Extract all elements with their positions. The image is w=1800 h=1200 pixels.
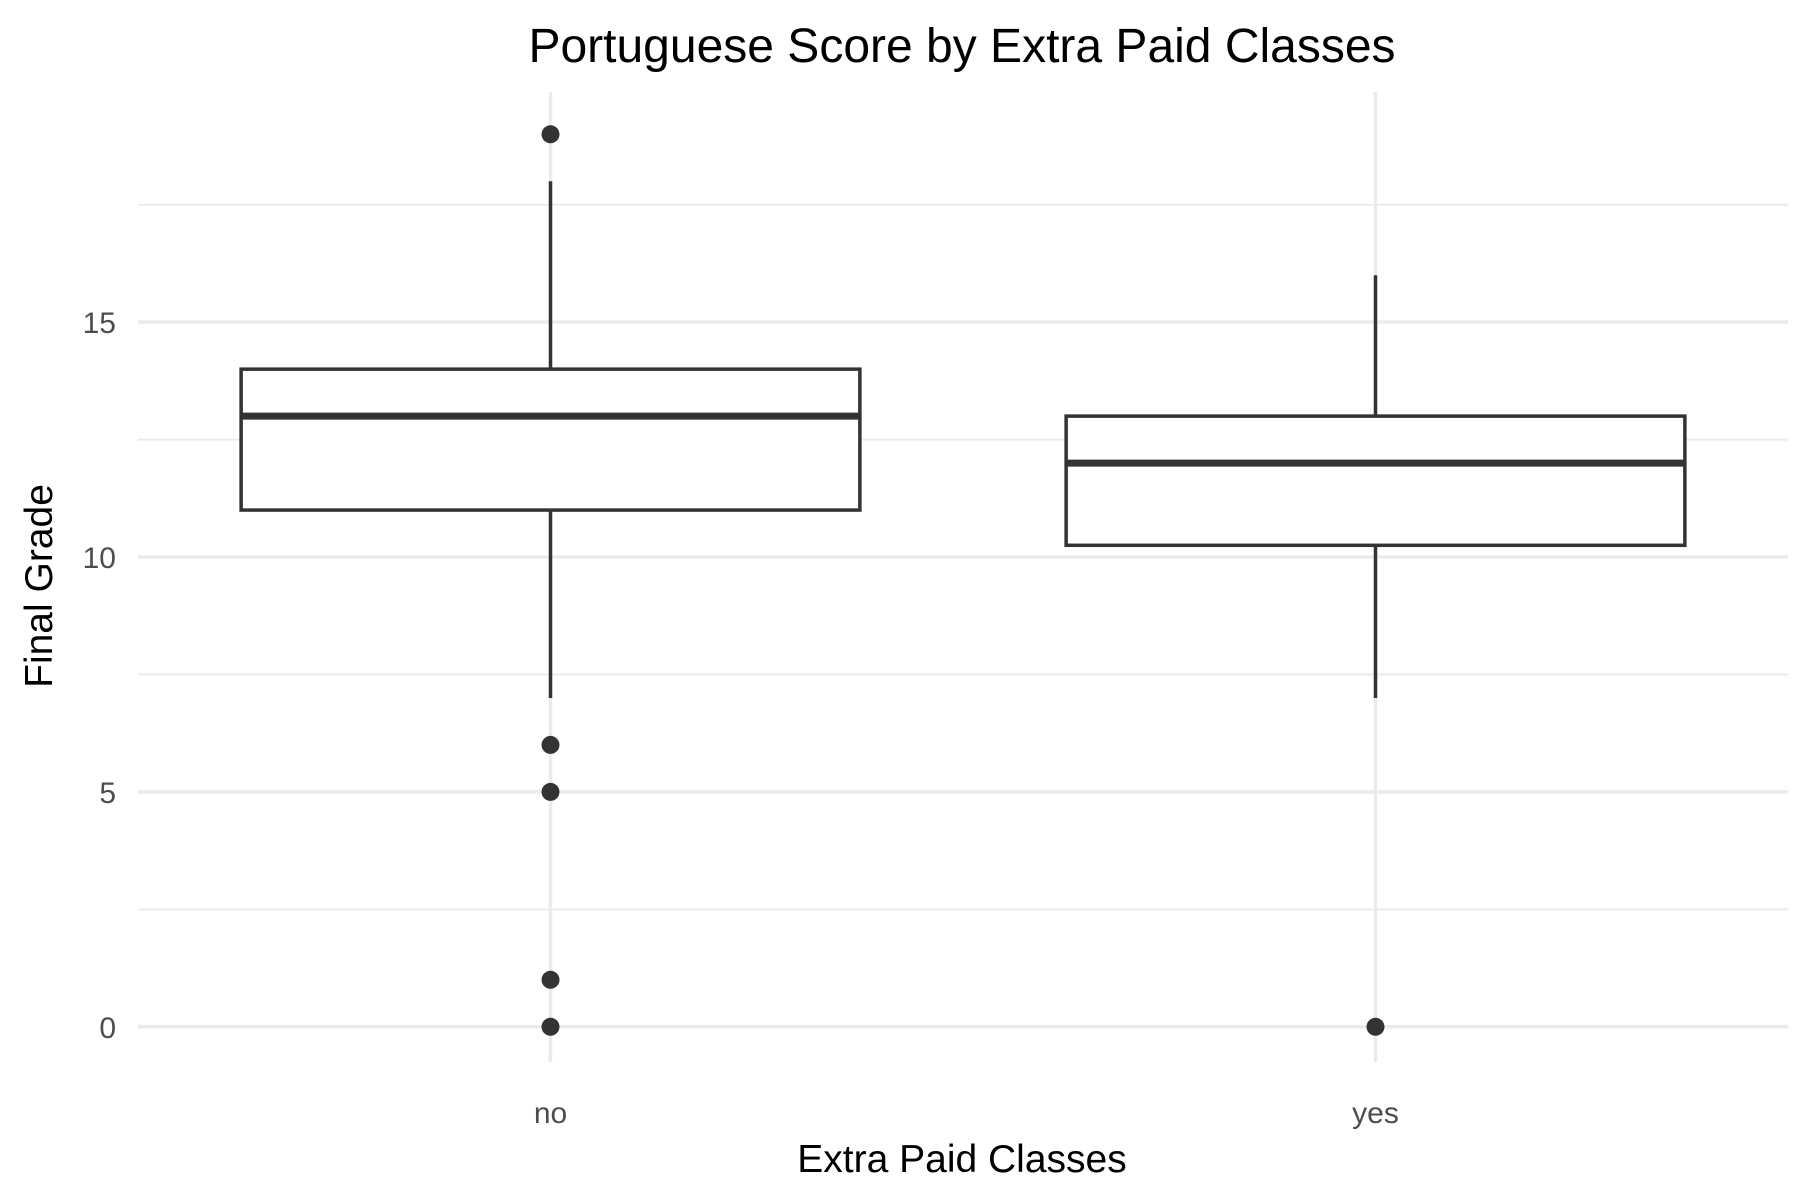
outlier-point — [541, 970, 560, 989]
iqr-box — [239, 367, 862, 512]
x-tick-label: no — [534, 1097, 567, 1130]
chart-title: Portuguese Score by Extra Paid Classes — [528, 20, 1395, 73]
outlier-point — [1366, 1017, 1385, 1036]
iqr-box — [1064, 414, 1687, 548]
x-axis-title: Extra Paid Classes — [797, 1138, 1126, 1181]
outlier-point — [541, 735, 560, 754]
grid-lines — [138, 92, 1788, 1062]
y-tick-label: 15 — [83, 307, 116, 340]
outlier-point — [541, 782, 560, 801]
y-axis-title: Final Grade — [18, 484, 61, 688]
y-tick-label: 5 — [99, 777, 116, 810]
boxplot-no — [239, 125, 862, 1036]
chart-marks — [239, 125, 1687, 1036]
outlier-point — [541, 1017, 560, 1036]
tick-labels: 0 5 10 15 no yes — [83, 307, 1399, 1130]
y-tick-label: 0 — [99, 1012, 116, 1045]
y-tick-label: 10 — [83, 542, 116, 575]
boxplot-yes — [1064, 275, 1687, 1036]
outlier-point — [541, 125, 560, 144]
x-tick-label: yes — [1352, 1097, 1399, 1130]
